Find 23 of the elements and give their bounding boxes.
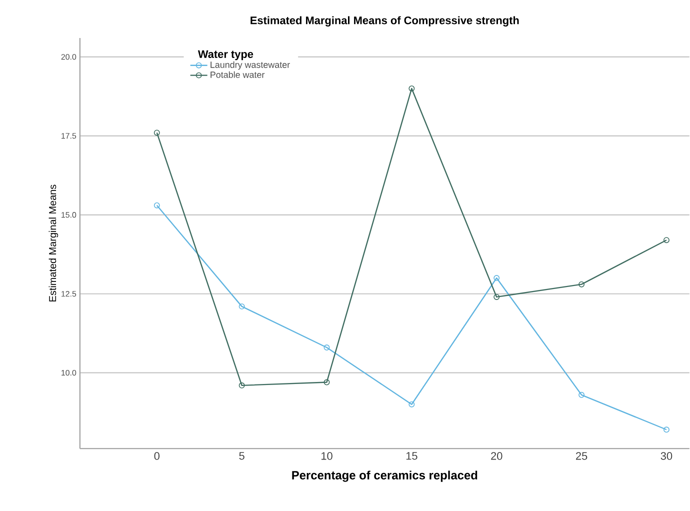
- point: [408, 402, 415, 408]
- x-tick-label: 15: [406, 452, 418, 460]
- point: [408, 86, 415, 92]
- point: [578, 392, 585, 398]
- x-tick-label: 20: [491, 452, 502, 460]
- point: [578, 282, 585, 288]
- x-tick-label: 5: [239, 452, 244, 460]
- x-tick-label: 25: [576, 452, 588, 460]
- point: [324, 344, 330, 351]
- x-tick-label: 10: [321, 452, 332, 460]
- point: [324, 380, 330, 386]
- legend-label: Laundry wastewater: [210, 62, 290, 70]
- point: [238, 382, 245, 389]
- x-tick-label: 0: [154, 452, 160, 460]
- legend-title: Water type: [198, 50, 254, 60]
- point: [494, 294, 500, 300]
- legend-label: Potable water: [210, 72, 265, 78]
- y-axis-title: Estimated Marginal Means: [48, 184, 58, 302]
- point: [238, 304, 245, 310]
- x-tick-label: 30: [660, 452, 672, 460]
- chart-title: Estimated Marginal Means of Compressive strength: [250, 16, 519, 27]
- point: [494, 275, 500, 282]
- x-axis-title: Percentage of ceramics replaced: [292, 470, 478, 482]
